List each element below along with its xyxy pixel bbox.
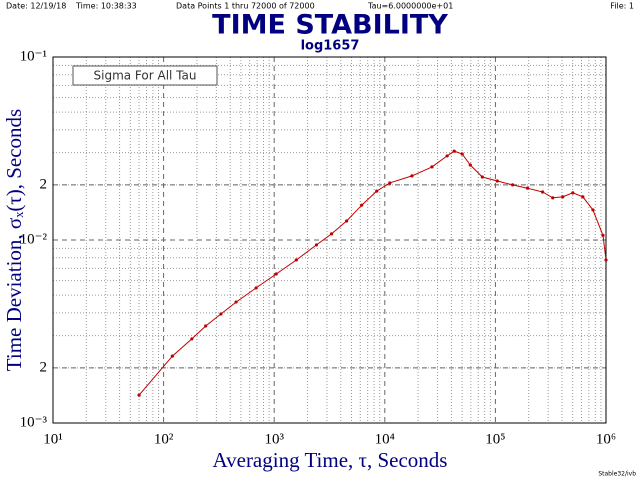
header-date: Date: 12/19/18 bbox=[6, 2, 66, 11]
data-point bbox=[495, 179, 499, 183]
data-point bbox=[452, 149, 456, 153]
y-tick-label: 10⁻³ bbox=[20, 414, 48, 430]
data-point bbox=[551, 196, 555, 200]
data-point bbox=[190, 337, 194, 341]
data-point bbox=[581, 195, 585, 199]
data-point bbox=[137, 393, 141, 397]
x-tick-label: 10² bbox=[154, 431, 174, 447]
header-points: Data Points 1 thru 72000 of 72000 bbox=[176, 2, 315, 11]
data-point bbox=[601, 233, 605, 237]
data-point bbox=[375, 189, 379, 193]
header-file: File: 1 bbox=[610, 2, 634, 11]
data-point bbox=[591, 208, 595, 212]
data-point bbox=[388, 181, 392, 185]
x-tick-label: 10⁴ bbox=[375, 431, 395, 447]
y-tick-label: 2 bbox=[40, 359, 48, 375]
data-point bbox=[345, 219, 349, 223]
data-point bbox=[294, 258, 298, 262]
data-point bbox=[234, 300, 238, 304]
data-point bbox=[510, 183, 515, 187]
x-tick-label: 10¹ bbox=[43, 431, 63, 447]
data-point bbox=[445, 154, 449, 158]
data-point bbox=[274, 272, 278, 276]
header-time: Time: 10:38:33 bbox=[75, 2, 137, 11]
grid bbox=[52, 56, 607, 424]
annotation: Sigma For All Tau bbox=[94, 69, 197, 83]
data-point bbox=[468, 163, 472, 167]
x-tick-label: 10³ bbox=[264, 431, 284, 447]
data-point bbox=[329, 232, 334, 236]
data-point bbox=[460, 152, 464, 156]
data-point bbox=[571, 191, 575, 195]
annotation-box bbox=[72, 65, 218, 86]
data-point bbox=[170, 354, 174, 358]
x-axis-label: Averaging Time, τ, Seconds bbox=[213, 448, 448, 472]
footer: Stable32/ivb bbox=[598, 471, 636, 478]
data-point bbox=[540, 190, 545, 194]
data-point bbox=[561, 195, 565, 199]
header-tau: Tau=6.0000000e+01 bbox=[367, 2, 453, 11]
x-tick-label: 10⁵ bbox=[485, 431, 505, 447]
chart-subtitle: log1657 bbox=[301, 39, 360, 54]
data-point bbox=[360, 203, 364, 207]
data-point bbox=[525, 186, 530, 190]
data-point bbox=[219, 312, 223, 316]
y-tick-label: 2 bbox=[40, 176, 48, 192]
y-tick-label: 10⁻² bbox=[20, 231, 48, 247]
data-point bbox=[604, 258, 608, 262]
plot-frame bbox=[52, 56, 607, 424]
data-point bbox=[314, 243, 319, 247]
data-point bbox=[480, 175, 484, 179]
series-line bbox=[138, 150, 607, 396]
data-point bbox=[204, 324, 208, 328]
data-point bbox=[254, 286, 258, 290]
data-point bbox=[430, 165, 434, 169]
y-tick-label: 10⁻¹ bbox=[20, 48, 47, 64]
x-tick-label: 10⁶ bbox=[596, 431, 616, 447]
y-axis-label: Time Deviation, σₓ(τ), Seconds bbox=[2, 109, 26, 371]
data-point bbox=[410, 174, 414, 178]
chart-title: TIME STABILITY bbox=[212, 10, 448, 41]
